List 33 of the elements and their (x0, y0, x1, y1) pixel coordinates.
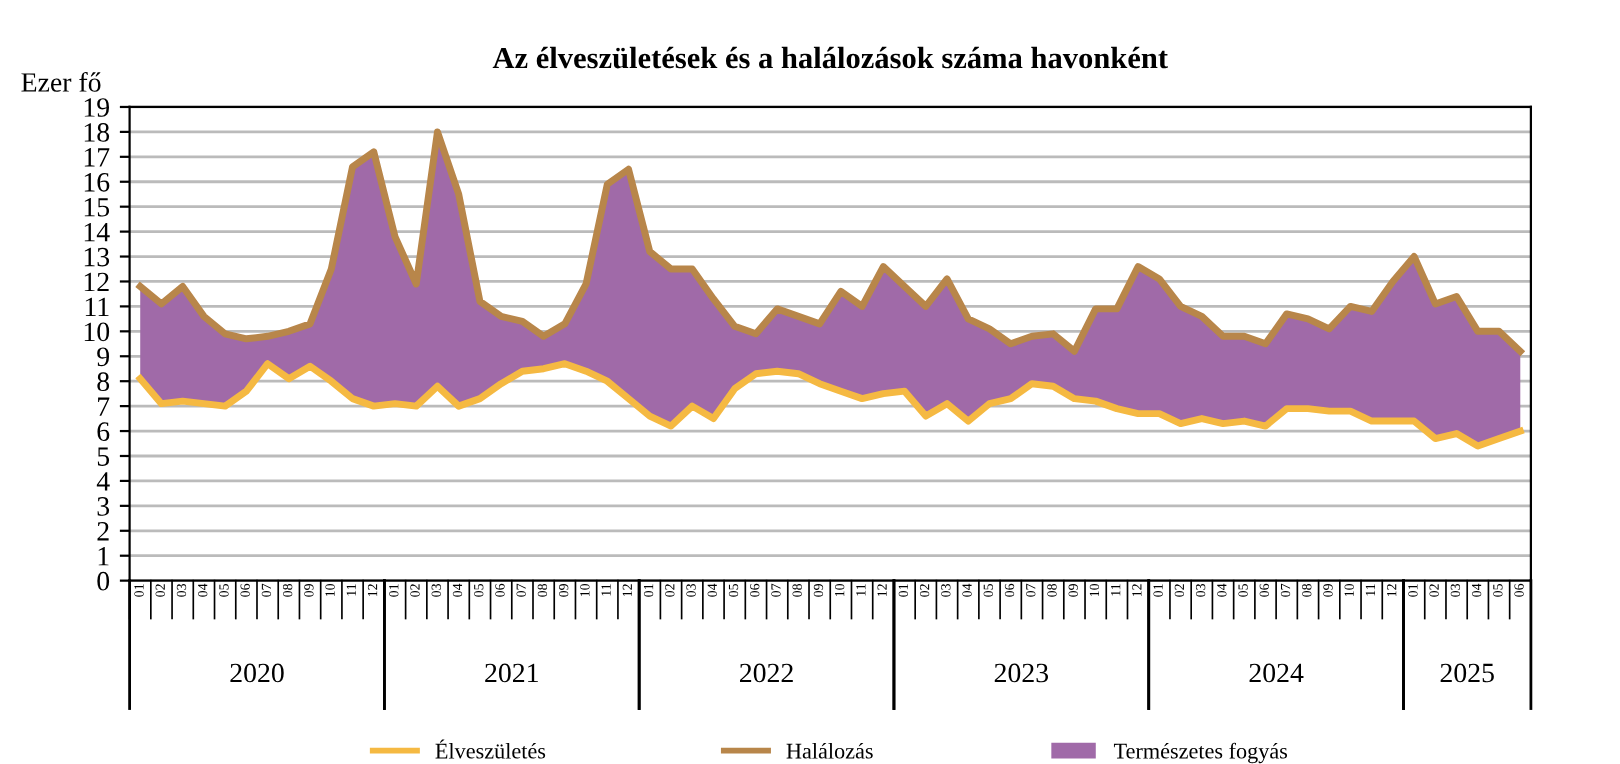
text: 2023 (994, 663, 1049, 683)
y-tick-label: 18 (84, 123, 110, 142)
y-tick-label: 9 (97, 347, 110, 367)
y-tick-label: 16 (84, 173, 110, 192)
y-tick-label: 19 (84, 98, 110, 117)
y-tick-label: 0 (97, 571, 110, 591)
text: 2025 (1440, 663, 1494, 683)
y-tick-label: 3 (97, 497, 110, 516)
y-tick-label: 8 (97, 372, 110, 392)
y-tick-label: 7 (98, 397, 110, 416)
y-axis-title: Ezer fő (21, 72, 101, 92)
y-tick-label: 4 (96, 472, 110, 491)
y-tick-label: 6 (97, 422, 110, 441)
y-tick-label: 17 (84, 148, 110, 167)
text: 2020 (230, 663, 284, 683)
legend-label: Természetes fogyás (1113, 742, 1288, 764)
y-tick-label: 15 (84, 197, 110, 217)
y-tick-label: 2 (97, 522, 109, 541)
line-series (136, 360, 1524, 450)
legend-label: Élveszületés (435, 739, 546, 759)
text: 2024 (1249, 663, 1304, 683)
y-tick-label: 5 (97, 447, 110, 466)
y-tick-label: 12 (84, 272, 109, 292)
y-tick-label: 14 (84, 222, 110, 242)
y-tick-label: 11 (85, 297, 109, 317)
line-series (136, 128, 1524, 355)
y-tick-label: 10 (84, 322, 110, 342)
y-tick-label: 13 (84, 247, 110, 267)
y-tick-label: 1 (98, 547, 109, 566)
chart-title: Az élveszületések és a halálozások száma havonként (492, 46, 1168, 69)
text: 2022 (740, 663, 793, 683)
legend-label: Halálozás (786, 742, 873, 759)
text: 2021 (485, 663, 538, 683)
